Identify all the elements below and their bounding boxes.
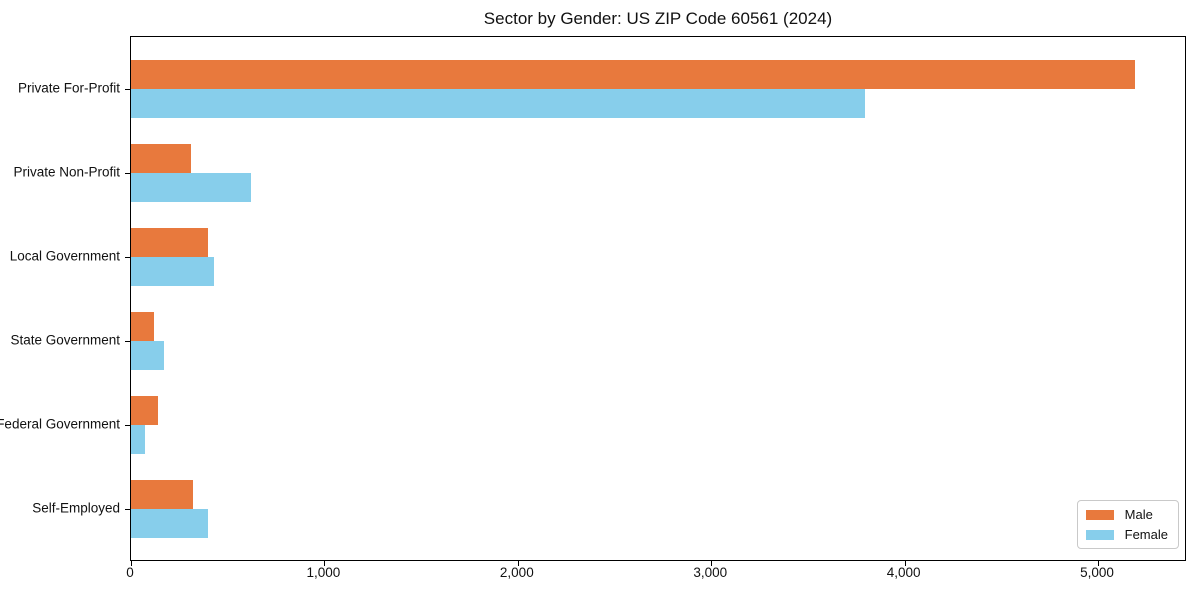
y-tick-label: Self-Employed (32, 500, 120, 516)
bar-male-3 (131, 312, 155, 341)
legend-swatch-male (1085, 509, 1114, 520)
y-tick-label: Private For-Profit (17, 80, 120, 96)
bar-female-3 (131, 341, 164, 370)
plot-area: Male Female (125, 36, 1186, 566)
legend-swatch-female (1085, 529, 1114, 540)
y-tick-label: Federal Government (0, 416, 120, 432)
bar-male-5 (131, 480, 193, 509)
x-tick-mark (711, 561, 713, 566)
x-tick-label: 0 (126, 565, 134, 580)
bar-male-0 (131, 60, 1135, 89)
bar-male-4 (131, 396, 159, 425)
y-tick-mark (125, 341, 131, 342)
y-tick-mark (125, 89, 131, 90)
chart-title: Sector by Gender: US ZIP Code 60561 (202… (483, 9, 833, 28)
bar-female-1 (131, 173, 251, 202)
x-axis: 0 1,000 2,000 3,000 4,000 5,000 (126, 565, 1186, 585)
x-tick-mark (131, 561, 132, 566)
x-tick-mark (517, 561, 519, 566)
legend-label: Male (1124, 507, 1153, 522)
y-tick-mark (125, 173, 131, 174)
legend: Male Female (1076, 500, 1179, 549)
bar-male-1 (131, 144, 191, 173)
bar-female-5 (131, 509, 209, 538)
bar-male-2 (131, 228, 209, 257)
x-tick-label: 4,000 (886, 565, 921, 580)
x-tick-label: 3,000 (693, 565, 728, 580)
legend-entry-female: Female (1085, 527, 1168, 542)
y-tick-label: Private Non-Profit (13, 164, 120, 180)
y-tick-label: State Government (10, 332, 120, 348)
x-tick-label: 2,000 (499, 565, 534, 580)
bar-female-2 (131, 257, 214, 286)
x-tick-label: 1,000 (306, 565, 341, 580)
bar-female-4 (131, 425, 146, 454)
x-tick-mark (324, 561, 326, 566)
legend-label: Female (1124, 527, 1168, 542)
x-tick-mark (904, 561, 906, 566)
x-tick-label: 5,000 (1080, 565, 1114, 580)
y-tick-mark (125, 425, 131, 426)
y-tick-label: Local Government (9, 248, 120, 264)
y-tick-mark (125, 257, 131, 258)
y-tick-mark (125, 509, 131, 510)
x-tick-mark (1098, 561, 1100, 566)
legend-entry-male: Male (1085, 507, 1168, 522)
y-axis: Private For-Profit Private Non-Profit Loca… (0, 36, 120, 561)
bar-female-0 (131, 89, 865, 118)
